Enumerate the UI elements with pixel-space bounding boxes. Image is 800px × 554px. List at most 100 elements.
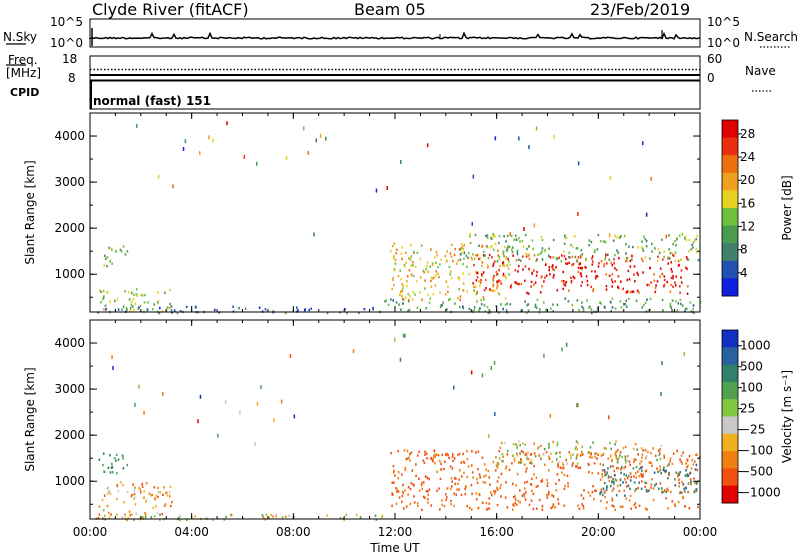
velocity-cell [514,501,516,505]
power-cell [672,274,674,278]
power-cell [492,277,494,281]
power-cell [533,223,536,228]
velocity-cell [478,473,481,476]
power-cell [526,247,528,251]
y-tick-label: 4000 [54,129,85,143]
power-cell [212,138,214,143]
velocity-cell [519,452,521,455]
velocity-cell [687,474,690,477]
power-cell [541,284,543,288]
velocity-cell [527,451,529,454]
velocity-cell [487,434,490,439]
velocity-cell [529,482,532,486]
velocity-cell [470,370,473,375]
power-cell [169,289,171,292]
power-cell [400,252,402,255]
velocity-cell [543,448,546,451]
power-cell [560,260,563,263]
velocity-cell [108,490,111,493]
velocity-cell [615,450,617,453]
velocity-cell [576,462,579,465]
velocity-cell [678,481,681,485]
power-cell [534,305,537,309]
velocity-cell [548,442,550,446]
power-cell [503,235,505,238]
velocity-cell [506,506,509,509]
velocity-cell [693,477,695,480]
velocity-cell [281,516,284,519]
velocity-cell [637,453,639,456]
velocity-cell [444,460,446,463]
power-cell [404,265,406,268]
power-cell [618,257,620,260]
velocity-cell [683,352,685,357]
power-cell [479,284,481,287]
velocity-cell [522,451,525,454]
power-cell [119,248,122,251]
velocity-cell [148,492,151,495]
velocity-cell [169,491,171,494]
power-cell [475,279,478,282]
power-cell [507,257,509,261]
velocity-cell [618,489,621,493]
velocity-cell [134,503,137,506]
power-cell [401,302,404,305]
power-cell [492,233,495,236]
power-cell [610,278,613,281]
velocity-cell [653,471,656,474]
velocity-cell [143,490,145,493]
velocity-cell [663,454,665,457]
velocity-cell [157,495,159,499]
velocity-cell [518,461,520,464]
power-cell [492,262,495,265]
velocity-cell [464,485,467,488]
power-cell [563,254,566,258]
power-cell [603,265,605,268]
velocity-cell [224,399,227,404]
power-cell [527,309,530,312]
power-cell [511,250,514,254]
power-cell [256,161,258,166]
velocity-cell [466,449,468,453]
power-cell [498,293,501,296]
velocity-cell [572,462,574,465]
power-cell [638,291,640,294]
power-cell [522,268,524,271]
power-cell [516,282,519,285]
velocity-cell [520,457,522,461]
power-cell [410,273,413,276]
power-cell [432,293,435,296]
velocity-cell [625,481,627,484]
power-cell [125,307,128,310]
velocity-cell [275,513,278,517]
power-cell [615,236,617,239]
power-cell [525,255,528,258]
power-cell [493,234,495,238]
power-cell [512,254,514,257]
velocity-cell [661,361,663,366]
power-cell [401,295,403,298]
velocity-cell [533,473,535,476]
velocity-cell [589,456,591,459]
velocity-cell [472,476,474,479]
power-cell [401,246,404,249]
power-cell [164,291,166,294]
power-cell [604,306,606,309]
power-cell [157,291,159,294]
power-cell [562,270,565,274]
power-cell [611,264,614,267]
velocity-cell [565,458,567,462]
power-cell [599,239,602,243]
power-cell [460,243,463,246]
power-cell [686,258,689,261]
velocity-cell [163,486,165,489]
power-cell [481,264,483,268]
velocity-cell [660,391,662,396]
power-cell [437,265,439,269]
power-cell [548,266,551,269]
cpid-label: CPID [10,86,40,99]
velocity-cell [684,505,686,508]
velocity-cell [422,459,425,462]
nave-top-tick: 60 [707,52,723,66]
